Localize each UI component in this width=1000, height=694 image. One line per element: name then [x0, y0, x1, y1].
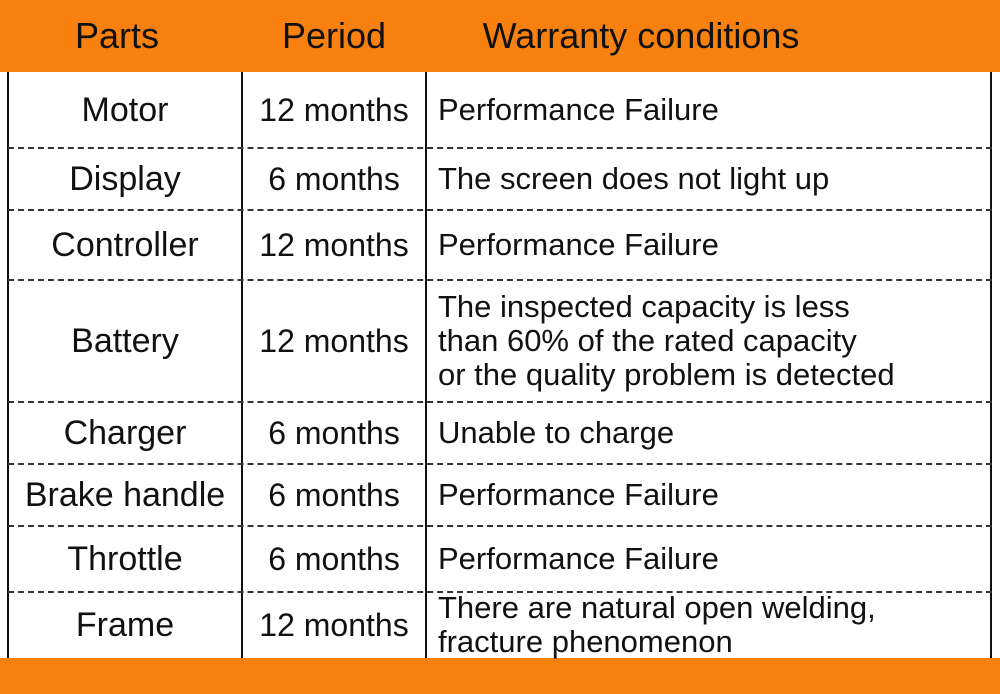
condition-cell: The screen does not light up — [426, 148, 992, 210]
condition-line: fracture phenomenon — [438, 624, 733, 659]
condition-line: Unable to charge — [438, 415, 675, 450]
condition-line: Performance Failure — [438, 92, 719, 127]
part-cell: Frame — [75, 605, 175, 644]
row-rule — [8, 591, 992, 593]
period-cell: 6 months — [268, 540, 400, 577]
header-band — [0, 0, 1000, 72]
part-cell: Charger — [63, 413, 187, 452]
condition-line: The screen does not light up — [438, 161, 830, 196]
condition-cell: Performance Failure — [426, 464, 992, 526]
period-cell: 6 months — [268, 476, 400, 513]
part-cell: Throttle — [67, 539, 183, 578]
condition-line: Performance Failure — [438, 477, 719, 512]
row-rule — [8, 279, 992, 281]
condition-cell: Performance Failure — [426, 210, 992, 280]
condition-cell: The inspected capacity is less than 60% o… — [426, 280, 992, 402]
part-cell: Display — [69, 159, 181, 198]
part-cell: Battery — [71, 321, 179, 360]
period-cell: 12 months — [259, 322, 409, 359]
row-rule — [8, 147, 992, 149]
condition-line: than 60% of the rated capacity — [438, 323, 857, 358]
part-cell: Controller — [51, 225, 199, 264]
period-cell: 12 months — [259, 226, 409, 263]
condition-cell: Unable to charge — [426, 402, 992, 464]
header-cell: Warranty conditions — [482, 15, 800, 56]
column-rule — [7, 72, 9, 658]
row-rule — [8, 463, 992, 465]
row-rule — [8, 401, 992, 403]
condition-cell: There are natural open welding, fracture … — [426, 590, 992, 659]
part-cell: Brake handle — [24, 475, 226, 514]
column-rule — [425, 72, 427, 658]
period-cell: 6 months — [268, 160, 400, 197]
condition-cell: Performance Failure — [426, 526, 992, 592]
condition-line: Performance Failure — [438, 541, 719, 576]
condition-line: or the quality problem is detected — [438, 357, 895, 392]
row-rule — [8, 525, 992, 527]
header-cell: Parts — [74, 15, 160, 56]
period-cell: 12 months — [259, 91, 409, 128]
header-cell: Period — [281, 15, 387, 56]
row-rule — [8, 209, 992, 211]
condition-line: There are natural open welding, — [438, 590, 876, 625]
condition-cell: Performance Failure — [426, 72, 992, 148]
condition-line: Performance Failure — [438, 227, 719, 262]
column-rule — [990, 72, 992, 658]
condition-line: The inspected capacity is less — [438, 289, 850, 324]
footer-band — [0, 658, 1000, 694]
period-cell: 6 months — [268, 414, 400, 451]
part-cell: Motor — [81, 90, 169, 129]
column-rule — [241, 72, 243, 658]
period-cell: 12 months — [259, 606, 409, 643]
